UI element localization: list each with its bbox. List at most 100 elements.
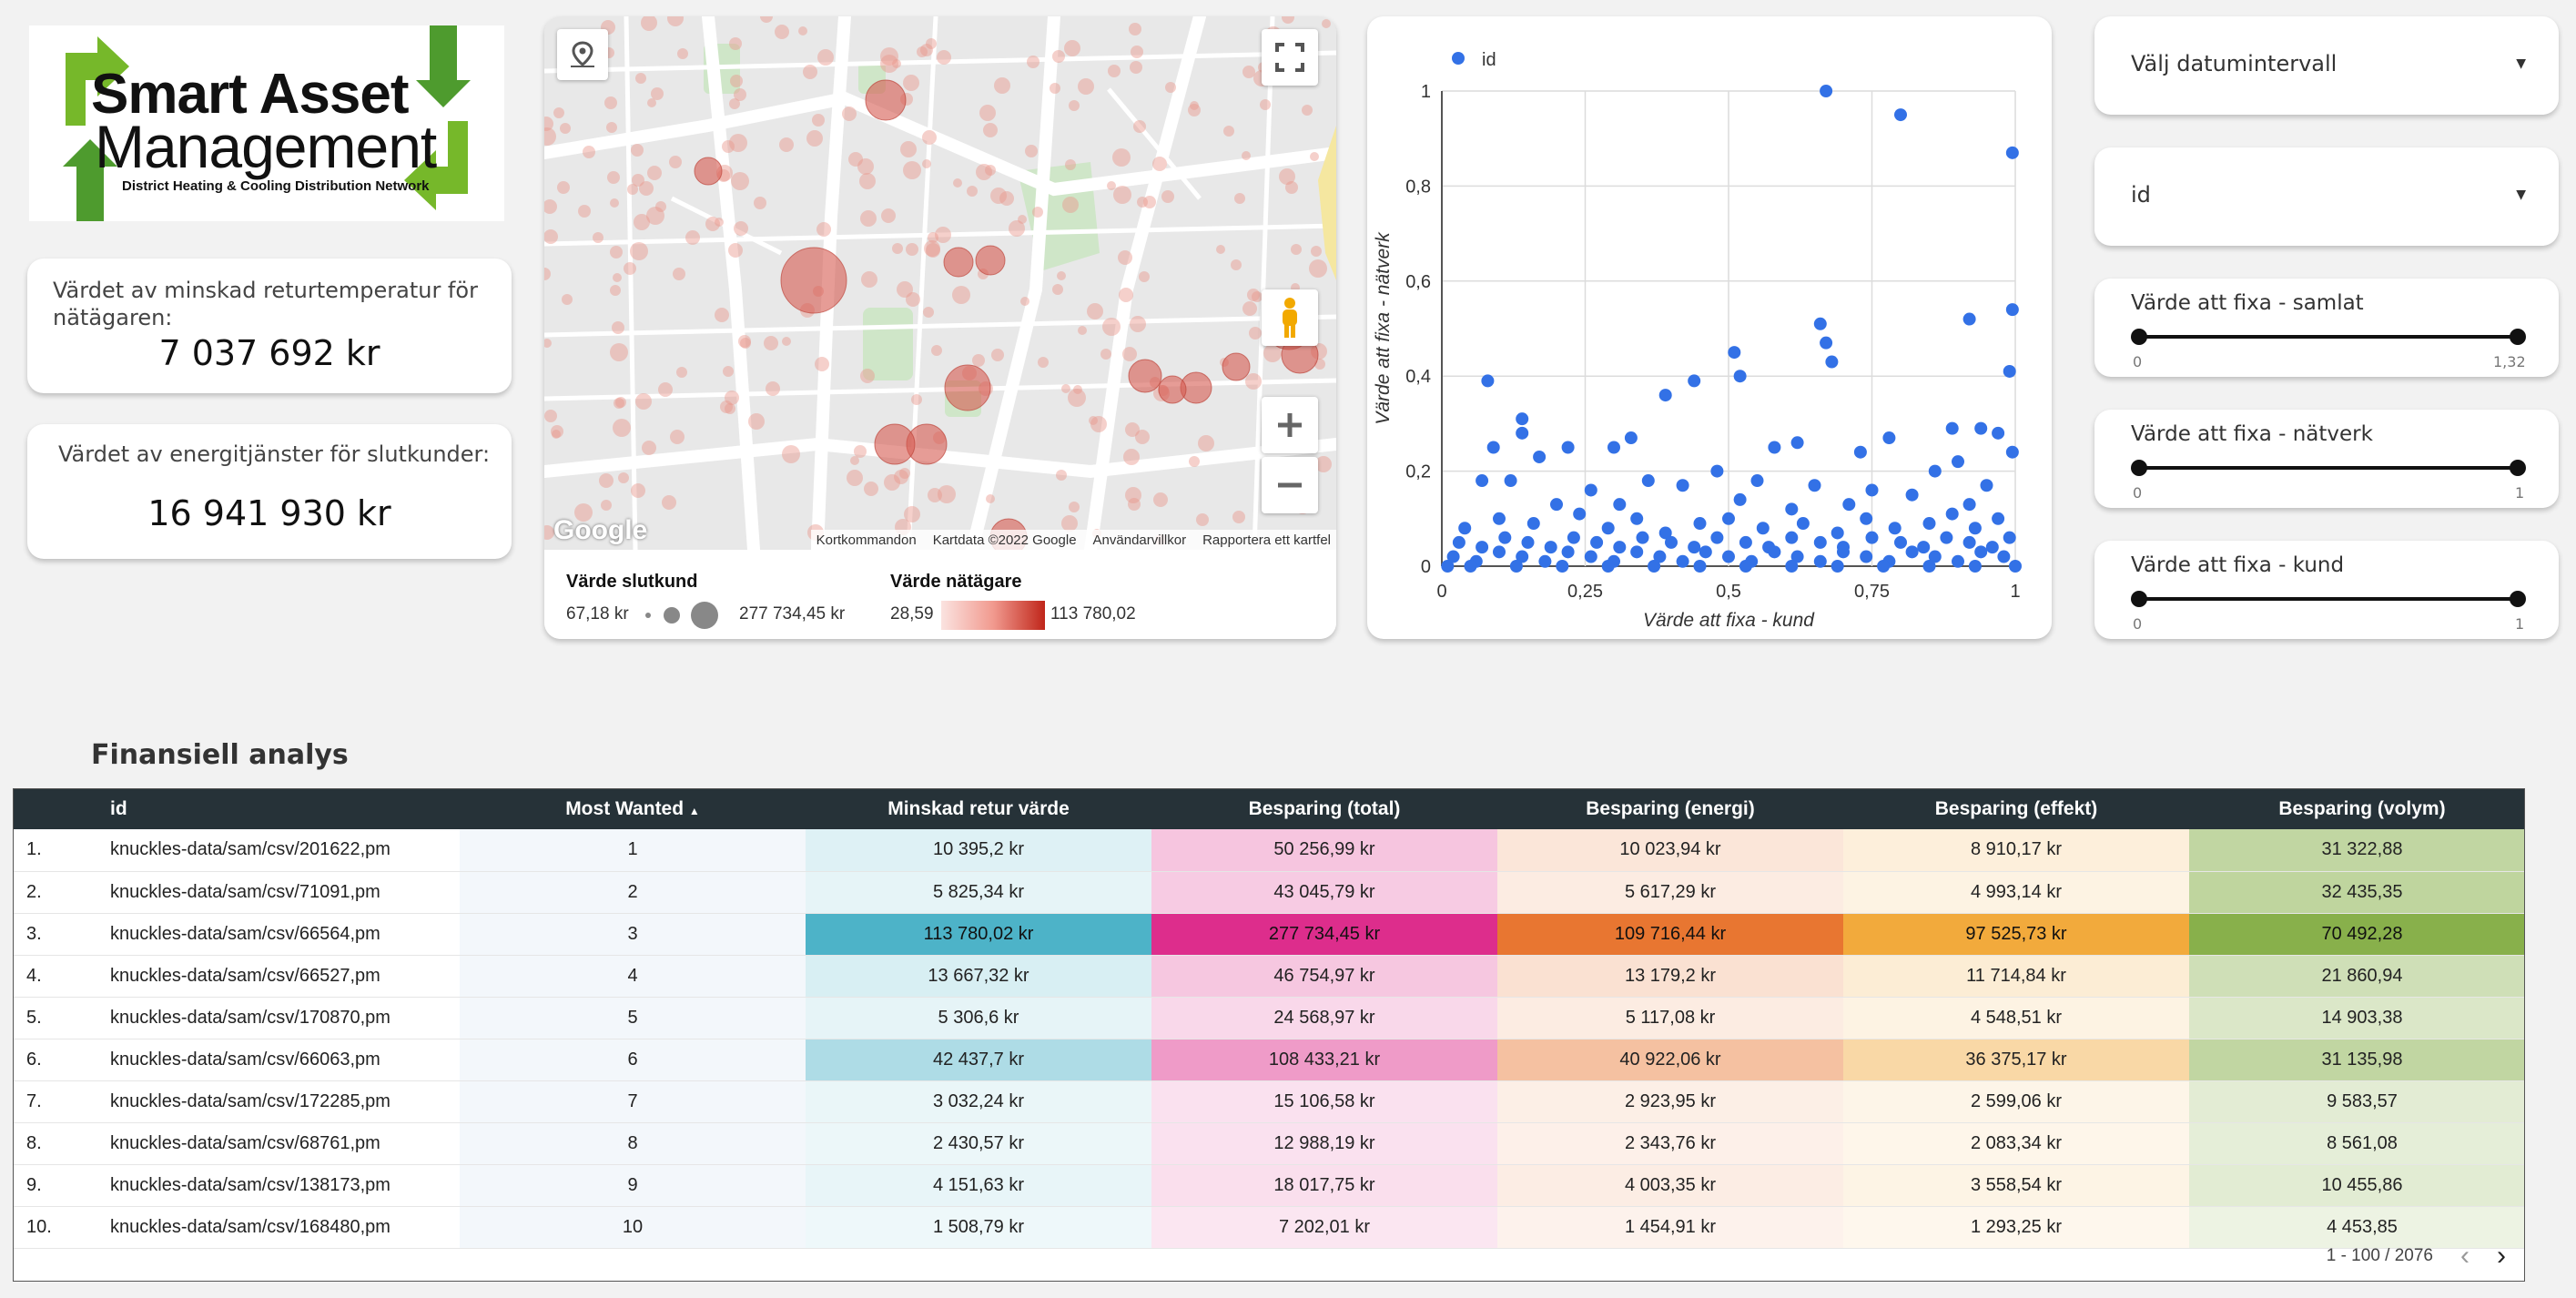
map-bubble[interactable]	[1038, 357, 1049, 368]
scatter-point[interactable]	[1710, 531, 1724, 544]
map-bubble[interactable]	[627, 184, 638, 195]
table-row[interactable]: 9. knuckles-data/sam/csv/138173,pm 9 4 151,…	[14, 1164, 2524, 1207]
map-bubble[interactable]	[928, 232, 938, 243]
map-bubble[interactable]	[1242, 301, 1257, 316]
map-bubble[interactable]	[922, 159, 931, 168]
map-bubble[interactable]	[552, 430, 561, 439]
map-bubble[interactable]	[1137, 197, 1148, 208]
scatter-point[interactable]	[1808, 479, 1821, 492]
map-bubble[interactable]	[618, 472, 629, 483]
map-bubble[interactable]	[1062, 197, 1079, 213]
date-range-dropdown[interactable]: Välj datumintervall ▼	[2094, 16, 2559, 115]
col-header-effekt[interactable]: Besparing (effekt)	[1843, 789, 2189, 829]
map-bubble[interactable]	[924, 240, 940, 257]
map-bubble[interactable]	[544, 525, 554, 540]
scatter-point[interactable]	[1630, 512, 1644, 525]
map-bubble[interactable]	[610, 285, 621, 296]
map-bubble[interactable]	[730, 75, 743, 87]
map-bubble[interactable]	[1100, 349, 1111, 360]
map-bubble[interactable]	[1139, 271, 1150, 282]
map-bubble[interactable]	[610, 198, 619, 208]
map-bubble[interactable]	[725, 390, 739, 405]
scatter-point[interactable]	[1641, 474, 1655, 488]
map-bubble[interactable]	[803, 65, 817, 79]
map-bubble[interactable]	[816, 222, 831, 237]
map-bubble[interactable]	[782, 445, 800, 463]
map-bubble[interactable]	[720, 401, 733, 413]
map-bubble[interactable]	[892, 243, 903, 254]
scatter-point[interactable]	[2009, 560, 2022, 573]
scatter-point[interactable]	[1676, 479, 1689, 492]
scatter-point[interactable]	[1544, 541, 1557, 554]
col-header-minskad[interactable]: Minskad retur värde	[806, 789, 1151, 829]
map-bubble[interactable]	[906, 243, 918, 256]
map-bubble[interactable]	[1068, 389, 1086, 407]
scatter-point[interactable]	[1658, 526, 1672, 540]
map-bubble[interactable]	[1027, 56, 1040, 68]
map-bubble[interactable]	[634, 214, 650, 230]
scatter-point[interactable]	[1825, 355, 1839, 369]
slider-max-handle[interactable]	[2510, 460, 2526, 476]
map-bubble[interactable]	[1161, 190, 1174, 203]
map-bubble[interactable]	[798, 26, 807, 35]
map-bubble[interactable]	[1090, 416, 1107, 432]
scatter-point[interactable]	[1733, 370, 1747, 383]
scatter-point[interactable]	[1722, 550, 1735, 563]
map-bubble[interactable]	[631, 483, 645, 498]
map-bubble[interactable]	[601, 500, 612, 511]
map-bubble[interactable]	[952, 286, 970, 304]
scatter-point[interactable]	[1882, 431, 1896, 445]
map-bubble[interactable]	[1285, 181, 1298, 194]
scatter-point[interactable]	[1837, 545, 1850, 559]
scatter-point[interactable]	[1452, 535, 1465, 549]
scatter-point[interactable]	[1613, 498, 1627, 512]
map-bubble[interactable]	[848, 152, 863, 167]
scatter-point[interactable]	[1750, 474, 1764, 488]
map-bubble[interactable]	[775, 25, 789, 39]
scatter-point[interactable]	[1693, 560, 1707, 573]
map-bubble[interactable]	[641, 16, 657, 31]
map-bubble[interactable]	[1222, 352, 1251, 381]
map-bubble[interactable]	[1113, 186, 1131, 204]
map-bubble[interactable]	[725, 403, 735, 414]
map-bubble[interactable]	[1282, 16, 1294, 24]
scatter-point[interactable]	[2005, 146, 2019, 159]
map-bubble[interactable]	[1128, 359, 1162, 393]
map-bubble[interactable]	[1231, 259, 1242, 270]
map-bubble[interactable]	[1061, 515, 1078, 532]
map-bubble[interactable]	[646, 207, 664, 225]
map-bubble[interactable]	[990, 188, 1007, 204]
map-bubble[interactable]	[1020, 297, 1029, 306]
scatter-point[interactable]	[1985, 541, 1999, 554]
map-bubble[interactable]	[975, 245, 1006, 276]
zoom-in-button[interactable]	[1262, 397, 1318, 453]
map-bubble[interactable]	[544, 229, 558, 244]
map-bubble[interactable]	[1158, 375, 1187, 404]
map-bubble[interactable]	[1133, 120, 1146, 133]
scatter-point[interactable]	[1676, 554, 1689, 568]
map-bubble[interactable]	[937, 50, 951, 65]
map-bubble[interactable]	[731, 172, 749, 190]
scatter-point[interactable]	[1945, 507, 1959, 521]
map-bubble[interactable]	[928, 488, 942, 502]
map-bubble[interactable]	[647, 98, 656, 107]
scatter-point[interactable]	[2003, 531, 2016, 544]
scatter-point[interactable]	[2003, 364, 2016, 378]
table-row[interactable]: 6. knuckles-data/sam/csv/66063,pm 6 42 437,…	[14, 1039, 2524, 1081]
scatter-point[interactable]	[1865, 531, 1879, 544]
map-bubble[interactable]	[544, 410, 557, 422]
map-bubble[interactable]	[926, 243, 940, 258]
map-bubble[interactable]	[729, 98, 740, 109]
map-bubble[interactable]	[1196, 513, 1209, 526]
scatter-point[interactable]	[1865, 483, 1879, 497]
scatter-point[interactable]	[1458, 522, 1472, 535]
scatter-point[interactable]	[1974, 545, 1988, 559]
map-bubble[interactable]	[738, 335, 751, 348]
scatter-point[interactable]	[1820, 336, 1833, 350]
prev-page-icon[interactable]: ‹	[2460, 1241, 2470, 1271]
map-bubble[interactable]	[1129, 23, 1141, 35]
map-bubble[interactable]	[766, 381, 780, 396]
map-bubble[interactable]	[906, 292, 920, 307]
map-bubble[interactable]	[1069, 100, 1080, 111]
map-bubble[interactable]	[1078, 326, 1087, 335]
